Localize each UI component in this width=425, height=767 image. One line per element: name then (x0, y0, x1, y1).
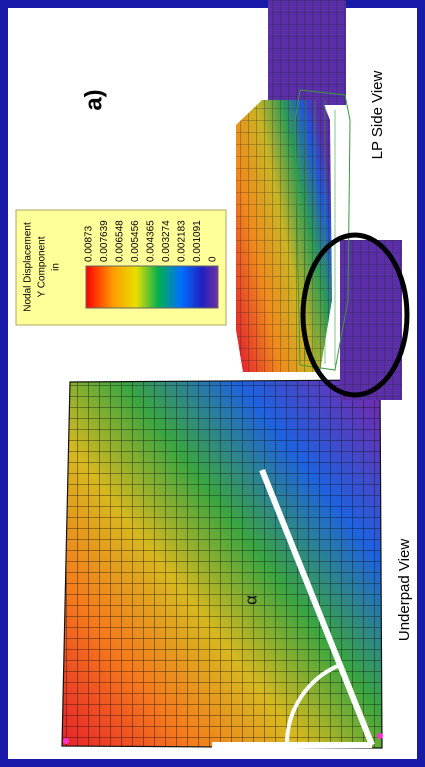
legend-value: 0.007639 (99, 220, 110, 262)
legend-value: 0.002183 (177, 220, 188, 262)
panel-label: a) (80, 89, 107, 110)
legend-value: 0.001091 (192, 220, 203, 262)
legend-value: 0 (208, 256, 219, 262)
underpad-mesh (62, 380, 382, 748)
marker-dot (377, 733, 383, 739)
underpad-view-label: Underpad View (396, 539, 413, 641)
side-view-label: LP Side View (369, 71, 386, 160)
legend-value: 0.00873 (84, 225, 95, 262)
legend-value: 0.006548 (115, 220, 126, 262)
legend-title: Y Component (37, 236, 48, 297)
legend-title: Nodal Displacement (23, 222, 34, 312)
color-bar (86, 266, 218, 308)
legend-value: 0.004365 (146, 220, 157, 262)
figure: Nodal DisplacementY Componentin 0.00873 0… (0, 0, 425, 767)
marker-dot (63, 738, 69, 744)
legend-title: in (51, 263, 62, 271)
legend-value: 0.003274 (161, 220, 172, 262)
legend-value: 0.005456 (130, 220, 141, 262)
angle-label: α (241, 595, 260, 605)
